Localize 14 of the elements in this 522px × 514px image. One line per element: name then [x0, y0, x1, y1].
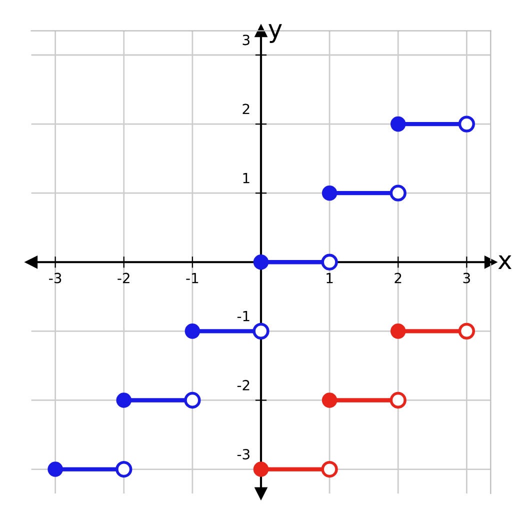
y-tick-label: 2	[242, 104, 250, 114]
x-tick-label: 3	[463, 272, 470, 284]
x-tick-label: -1	[186, 272, 198, 284]
x-tick-label: -3	[49, 272, 62, 284]
y-tick-label: -3	[237, 448, 250, 460]
y-tick-label: 3	[242, 34, 250, 46]
y-tick-label: -1	[237, 311, 250, 322]
x-axis-title: x	[498, 255, 512, 270]
y-axis-title: y	[268, 24, 282, 43]
y-tick-label: 1	[243, 172, 250, 184]
y-tick-label: -2	[237, 380, 250, 390]
x-tick-label: 2	[394, 272, 402, 284]
x-tick-label: -2	[118, 272, 130, 284]
x-tick-label: 1	[326, 272, 333, 284]
